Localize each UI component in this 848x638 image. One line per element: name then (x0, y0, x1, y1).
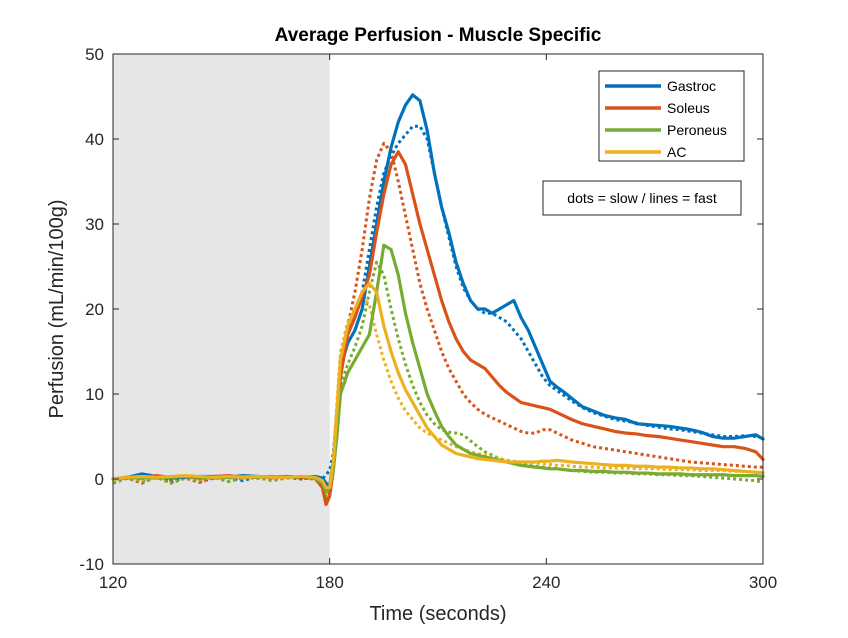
series-line-ac-slow (112, 294, 763, 494)
x-tick-label: 120 (99, 573, 127, 592)
x-axis-label: Time (seconds) (369, 603, 506, 625)
series-layer (111, 93, 765, 507)
series-line-ac-fast (111, 281, 765, 490)
legend-label-peroneus: Peroneus (667, 122, 727, 138)
x-tick-label: 240 (532, 573, 560, 592)
annotation-text: dots = slow / lines = fast (567, 190, 717, 206)
y-tick-label: 10 (85, 385, 104, 404)
y-tick-label: 0 (95, 470, 104, 489)
axes-layer: -10 0 10 20 30 40 50 120 180 240 300 (79, 45, 777, 592)
x-tick-label: 180 (315, 573, 343, 592)
legend-label-gastroc: Gastroc (667, 78, 716, 94)
annotation-frame (542, 180, 742, 216)
y-tick-label: 30 (85, 215, 104, 234)
y-axis-label: Perfusion (mL/min/100g) (46, 200, 68, 419)
legend-label-ac: AC (667, 144, 686, 160)
y-tick-label: 50 (85, 45, 104, 64)
y-tick-label: 20 (85, 300, 104, 319)
y-tick-label: 40 (85, 130, 104, 149)
legend: Gastroc Soleus Peroneus AC (598, 70, 745, 162)
chart-title: Average Perfusion - Muscle Specific (275, 25, 602, 46)
legend-label-soleus: Soleus (667, 100, 710, 116)
annotation-box: dots = slow / lines = fast (542, 180, 742, 216)
x-tick-label: 300 (749, 573, 777, 592)
baseline-shaded-region (113, 54, 330, 564)
y-tick-label: -10 (79, 555, 104, 574)
